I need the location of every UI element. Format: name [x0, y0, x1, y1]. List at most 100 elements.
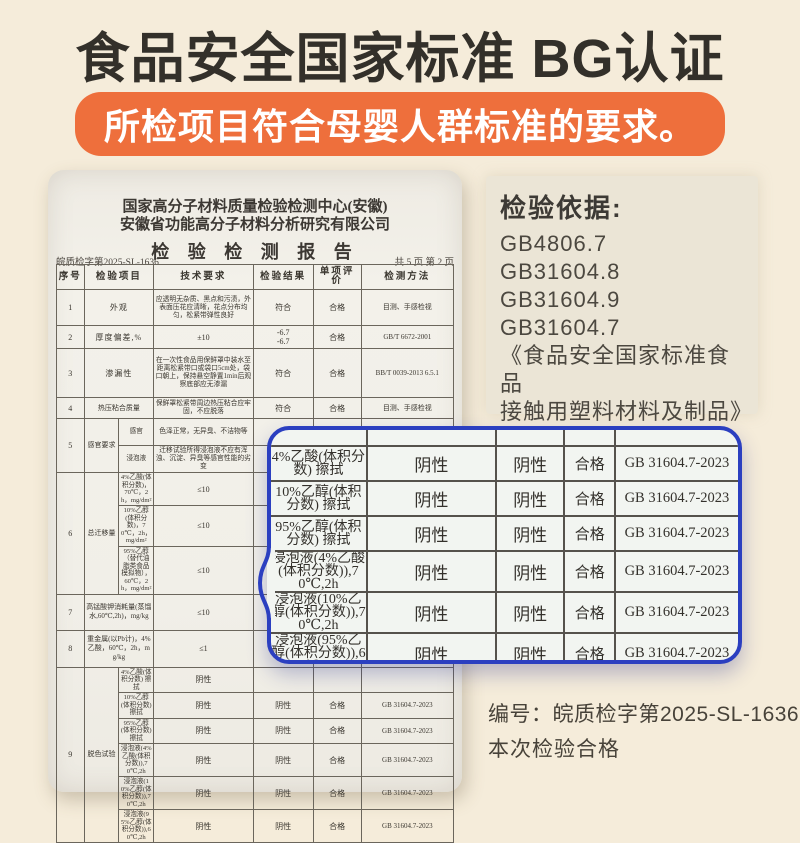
cell-result: 阴性 [494, 515, 566, 552]
cell-sub-item: 感官 [118, 418, 155, 446]
footer-serial: 编号：皖质检字第2025-SL-1636 [488, 703, 800, 726]
header-cell-eval: 单项评价 [312, 264, 362, 290]
table-row: 1 外观 应透明无杂质、黑点和污渍，外表面压花应清晰，花点分布均匀，松紧带弹性良… [56, 289, 455, 326]
cell-req: ≤10 [153, 472, 254, 506]
cell-method: GB 31604.7-2023 [360, 743, 455, 777]
table-row: 4 热压粘合质量 保鲜罩松紧带周边热压粘合应牢固，不应脱落 符合 合格 目测、手… [56, 397, 455, 419]
cell-result: 符合 [252, 397, 314, 419]
cell-no: 6 [56, 472, 85, 595]
cell-item: 感官要求 [83, 418, 120, 473]
cell-item: 总迁移量 [83, 472, 120, 595]
cell-method: 目测、手感检视 [360, 289, 455, 326]
cell-eval: 合格 [563, 480, 616, 517]
magnifier-row: 95%乙醇(体积分数) 擦拭 阴性 阴性 合格 GB 31604.7-2023 [271, 515, 738, 552]
cell-method: GB 31604.7-2023 [613, 550, 738, 593]
cell-item: 热压粘合质量 [83, 397, 155, 419]
cell-eval: 合格 [312, 692, 362, 719]
table-header-row: 序号 检验项目 技术要求 检验结果 单项评价 检测方法 [56, 264, 455, 290]
magnifier-table: 4%乙酸(体积分数) 擦拭 阴性 阴性 合格 GB 31604.7-2023 1… [271, 430, 738, 660]
cell-eval: 合格 [312, 289, 362, 326]
cell-req: 阴性 [365, 550, 497, 593]
report-doc-title: 检 验 检 测 报 告 [151, 242, 359, 262]
cell-sub-item: 10%乙醇(体积分数) 擦拭 [271, 480, 368, 517]
cell-no: 1 [56, 289, 85, 326]
report-page-info: 共 5 页 第 2 页 [394, 258, 454, 268]
claim-banner: 所检项目符合母婴人群标准的要求。 [75, 92, 725, 156]
cell-sub-item: 浸泡液(95%乙醇(体积分数)),60℃,2h [271, 632, 368, 660]
cell-method: GB 31604.7-2023 [613, 515, 738, 552]
table-row: 10%乙醇(体积分数) 擦拭 阴性 阴性 合格 GB 31604.7-2023 [57, 692, 455, 719]
cell-method: GB 31604.7-2023 [613, 445, 738, 482]
cell-req: 阴性 [153, 717, 254, 744]
cell-item: 脱色试验 [83, 666, 120, 843]
cell-req: 阴性 [153, 809, 254, 843]
cell-result: 阴性 [494, 550, 566, 593]
cell-sub-item: 浸泡液 [118, 445, 155, 473]
magnifier-wave-edge [257, 546, 275, 620]
cell-no: 7 [56, 593, 85, 631]
cell-method: BB/T 0039-2013 6.5.1 [360, 348, 455, 398]
cell-eval: 合格 [312, 717, 362, 744]
table-row: 3 渗漏性 在一次性食品用保鲜罩中装水至距离松紧带口或袋口5cm处，袋口朝上，保… [56, 348, 455, 398]
table-row: 2 厚度偏差,% ±10 -6.7 -6.7 合格 GB/T 6672-2001 [56, 325, 455, 349]
cell-req: 色泽正常，无异臭、不洁物等 [153, 418, 254, 446]
cell-req [365, 430, 497, 447]
cell-no: 2 [56, 325, 85, 349]
cell-sub-item: 浸泡液(4%乙酸(体积分数)),70℃,2h [118, 743, 155, 777]
table-row: 浸泡液(4%乙酸(体积分数)),70℃,2h 阴性 阴性 合格 GB 31604… [57, 743, 455, 777]
cell-req: 阴性 [153, 692, 254, 719]
cell-req: ≤10 [153, 505, 254, 547]
cell-sub-item: 10%乙醇(体积分数)，70℃，2h，mg/dm² [118, 505, 155, 547]
basis-item: 接触用塑料材料及制品》 [500, 399, 754, 424]
cell-eval: 合格 [312, 776, 362, 810]
cell-req: 阴性 [153, 776, 254, 810]
cell-method: GB 31604.7-2023 [360, 717, 455, 744]
cell-sub-item: 10%乙醇(体积分数) 擦拭 [118, 692, 155, 719]
cell-result: -6.7 -6.7 [252, 325, 314, 349]
basis-list: GB4806.7 GB31604.8 GB31604.9 GB31604.7 《… [500, 230, 754, 426]
cell-req: 阴性 [365, 480, 497, 517]
magnifier-row: 浸泡液(4%乙酸(体积分数)),70℃,2h 阴性 阴性 合格 GB 31604… [271, 550, 738, 593]
cell-eval: 合格 [312, 743, 362, 777]
cell-req: 阴性 [153, 666, 254, 693]
magnifier-row: 浸泡液(10%乙醇(体积分数)),70℃,2h 阴性 阴性 合格 GB 3160… [271, 591, 738, 634]
cell-eval: 合格 [563, 632, 616, 660]
cell-eval [312, 666, 362, 693]
basis-panel [486, 176, 758, 414]
cell-sub-item: 浸泡液(10%乙醇(体积分数)),70℃,2h [118, 776, 155, 810]
cell-item: 重金属(以Pb计)，4%乙酸，60℃，2h，mg/kg [83, 629, 155, 668]
cell-method [360, 666, 455, 693]
cell-req: 阴性 [365, 591, 497, 634]
header-cell-method: 检测方法 [360, 264, 455, 290]
cell-req: 阴性 [153, 743, 254, 777]
cell-sub-item [271, 430, 368, 447]
cell-result [252, 666, 314, 693]
page-title: 食品安全国家标准 BG认证 [75, 29, 725, 89]
cell-sub-item: 4%乙酸(体积分数)，70℃，2h，mg/dm² [118, 472, 155, 506]
basis-item: GB31604.7 [500, 315, 621, 340]
cell-method: GB/T 6672-2001 [360, 325, 455, 349]
cell-method: GB 31604.7-2023 [360, 809, 455, 843]
basis-item: GB31604.9 [500, 287, 621, 312]
cell-sub-item: 浸泡液(95%乙醇(体积分数)),60℃,2h [118, 809, 155, 843]
header-cell-item: 检验项目 [83, 264, 155, 290]
cell-eval: 合格 [312, 348, 362, 398]
report-meta-row: 皖质检字第2025-SL-1636 共 5 页 第 2 页 [56, 254, 454, 268]
wave-mask [267, 548, 275, 618]
cell-req: ≤10 [153, 593, 254, 631]
report-number: 皖质检字第2025-SL-1636 [56, 258, 159, 268]
cell-method: GB 31604.7-2023 [360, 776, 455, 810]
cell-req: 阴性 [365, 515, 497, 552]
basis-heading: 检验依据: [500, 193, 623, 223]
magnifier-row: 10%乙醇(体积分数) 擦拭 阴性 阴性 合格 GB 31604.7-2023 [271, 480, 738, 517]
cell-sub-item: 4%乙酸(体积分数) 擦拭 [118, 666, 155, 693]
header-cell-no: 序号 [56, 264, 85, 290]
cell-item: 外观 [83, 289, 155, 326]
cell-req: 阴性 [365, 632, 497, 660]
cell-method: 目测、手感检视 [360, 397, 455, 419]
cell-req: ≤1 [153, 629, 254, 668]
cell-no: 8 [56, 629, 85, 668]
magnifier-row: 浸泡液(95%乙醇(体积分数)),60℃,2h 阴性 阴性 合格 GB 3160… [271, 632, 738, 660]
cell-item: 高锰酸钾消耗量(蒸馏水,60℃,2h)，mg/kg [83, 593, 155, 631]
cell-method: GB 31604.7-2023 [613, 480, 738, 517]
